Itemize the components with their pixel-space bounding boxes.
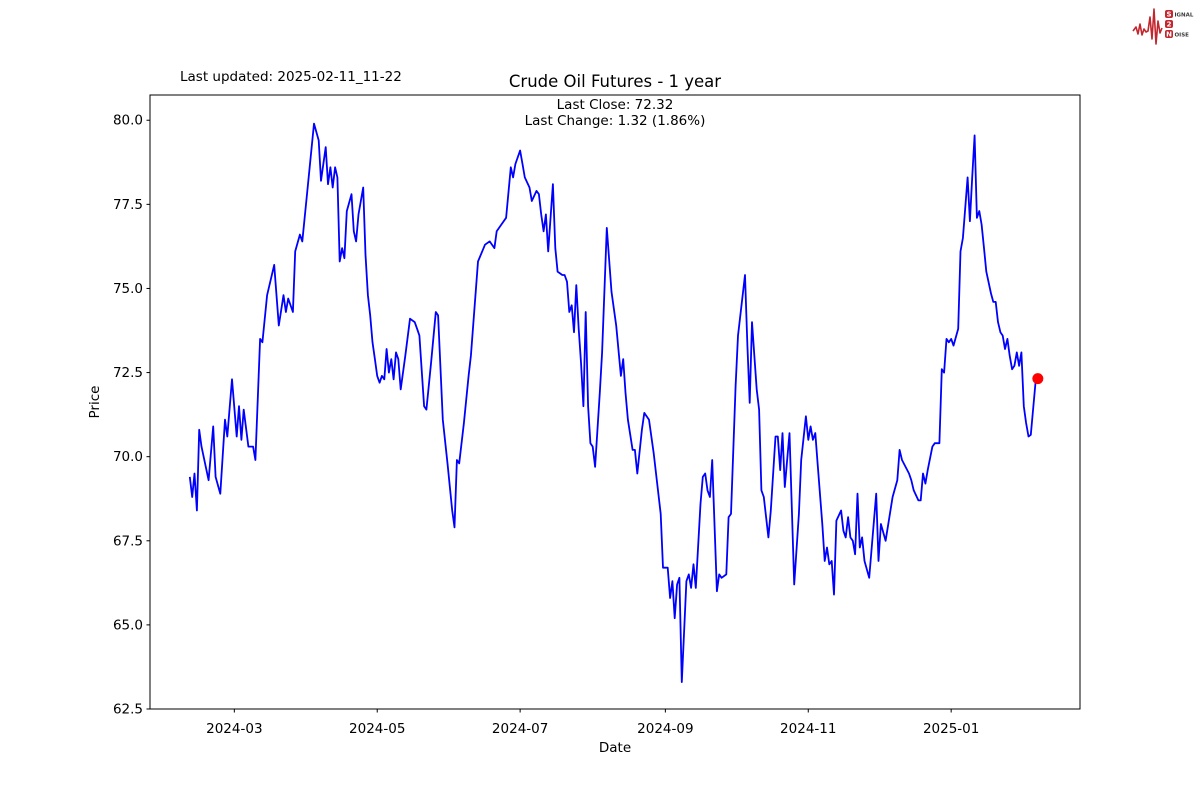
y-tick-label: 67.5 bbox=[113, 533, 143, 549]
logo-badge-s bbox=[1165, 10, 1173, 18]
logo-word-signal-rest: IGNAL bbox=[1175, 13, 1194, 19]
last-price-marker bbox=[1032, 373, 1044, 385]
logo-word-noise-rest: OISE bbox=[1175, 33, 1190, 39]
x-tick-label: 2024-09 bbox=[637, 721, 693, 737]
logo-badge-n-letter: N bbox=[1166, 31, 1172, 39]
y-tick-label: 70.0 bbox=[113, 449, 143, 465]
last-close-annotation: Last Close: 72.32 bbox=[556, 97, 674, 113]
logo-waveform-icon bbox=[1132, 8, 1163, 45]
last-change-annotation: Last Change: 1.32 (1.86%) bbox=[524, 113, 706, 129]
logo-badge-s-letter: S bbox=[1166, 11, 1171, 19]
y-tick-label: 75.0 bbox=[113, 281, 143, 297]
y-axis-label: Price bbox=[87, 386, 103, 419]
x-tick-label: 2024-11 bbox=[780, 721, 836, 737]
y-tick-label: 65.0 bbox=[113, 617, 143, 633]
x-tick-label: 2024-03 bbox=[206, 721, 262, 737]
price-line bbox=[188, 122, 1039, 683]
chart-title: Crude Oil Futures - 1 year bbox=[508, 72, 722, 91]
logo-badge-n bbox=[1165, 30, 1173, 38]
x-tick-label: 2024-07 bbox=[492, 721, 548, 737]
y-tick-label: 80.0 bbox=[113, 113, 143, 129]
x-tick-label: 2024-05 bbox=[349, 721, 405, 737]
axes-box bbox=[149, 94, 1081, 710]
logo-badge-2 bbox=[1165, 20, 1173, 28]
x-tick-label: 2025-01 bbox=[923, 721, 979, 737]
y-tick-label: 77.5 bbox=[113, 197, 143, 213]
y-tick-label: 62.5 bbox=[113, 702, 143, 718]
x-axis-label: Date bbox=[599, 740, 631, 756]
signal2noise-logo: S IGNAL 2 N OISE bbox=[1132, 8, 1194, 45]
y-tick-label: 72.5 bbox=[113, 365, 143, 381]
last-updated-text: Last updated: 2025-02-11_11-22 bbox=[180, 69, 402, 85]
logo-badge-2-digit: 2 bbox=[1167, 21, 1172, 29]
